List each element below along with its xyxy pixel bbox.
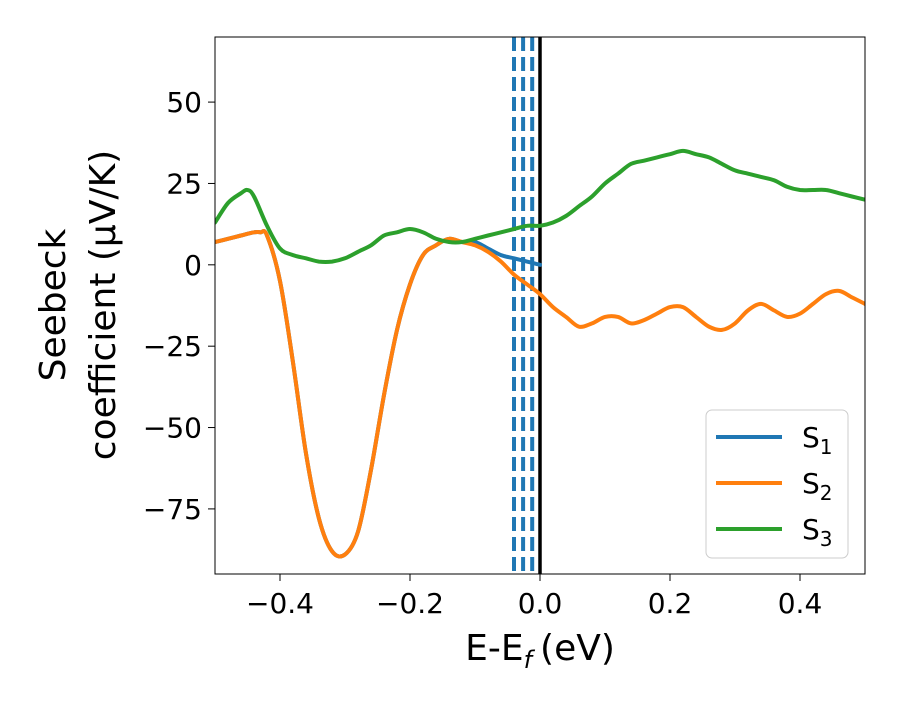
x-tick-label: 0.0 (518, 587, 563, 620)
legend: S1 S2 S3 (705, 409, 849, 559)
legend-label-s1: S1 (802, 421, 833, 459)
vertical-lines (512, 37, 542, 574)
x-tick-label: −0.2 (376, 587, 444, 620)
series-line-s2 (215, 229, 865, 559)
x-tick-label: −0.4 (246, 587, 314, 620)
y-axis-title-line2: coefficient (μV/K) (83, 150, 124, 460)
x-ticks: −0.4 −0.2 0.0 0.2 0.4 (246, 574, 822, 620)
y-tick-label: 50 (166, 86, 202, 119)
y-tick-label: 0 (184, 249, 202, 282)
series-line-s3 (215, 148, 865, 264)
x-axis-title: E-Ef (eV) (465, 628, 615, 674)
series-line-s1 (215, 229, 542, 559)
series-layer (215, 148, 865, 559)
x-tick-label: 0.4 (778, 587, 823, 620)
y-tick-label: −25 (143, 330, 202, 363)
y-axis-title: Seebeck coefficient (μV/K) (33, 150, 124, 460)
legend-label-s3: S3 (802, 513, 833, 551)
y-tick-label: −75 (143, 493, 202, 526)
x-tick-label: 0.2 (648, 587, 693, 620)
y-tick-label: −50 (143, 412, 202, 445)
y-ticks: 50 25 0 −25 −50 −75 (143, 86, 215, 526)
y-tick-label: 25 (166, 167, 202, 200)
y-axis-title-line1: Seebeck (33, 228, 74, 381)
legend-label-s2: S2 (802, 467, 833, 505)
